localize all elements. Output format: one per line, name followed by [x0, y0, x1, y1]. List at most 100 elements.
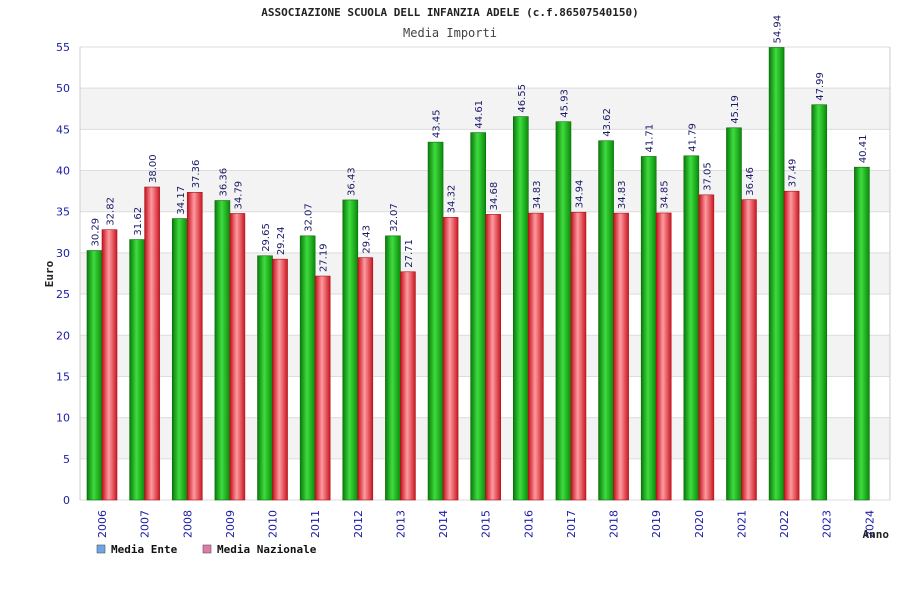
x-tick-label: 2020	[693, 510, 706, 538]
legend: Media Ente Media Nazionale	[96, 543, 317, 556]
x-axis-ticks: 2006 2007 2008 2009 2010 2011 2012 2013 2014 2015…	[96, 510, 876, 538]
bar-value-label: 36.36	[218, 168, 229, 197]
x-tick-label: 2023	[821, 510, 834, 538]
x-tick-label: 2016	[522, 510, 535, 538]
bar-value-label: 36.46	[745, 167, 756, 196]
bar-value-label: 47.99	[815, 72, 826, 101]
bar-value-label: 34.94	[574, 180, 585, 209]
x-tick-label: 2021	[735, 510, 748, 538]
bar-media-ente	[598, 140, 614, 501]
bar-value-label: 32.07	[389, 203, 400, 232]
bar-media-nazionale	[613, 212, 629, 501]
bar-value-label: 34.68	[489, 182, 500, 211]
bar-value-label: 43.45	[432, 109, 443, 138]
x-axis-label: Anno	[863, 528, 890, 541]
bar-media-nazionale	[272, 258, 288, 501]
bar-media-nazionale	[144, 186, 160, 501]
bar-value-label: 41.71	[645, 124, 656, 153]
bar-media-nazionale	[442, 217, 459, 501]
y-tick-label: 10	[56, 412, 70, 425]
x-tick-label: 2010	[267, 510, 280, 538]
bar-value-label: 40.41	[858, 135, 869, 164]
bar-value-label: 34.83	[617, 180, 628, 209]
bar-media-nazionale	[698, 194, 715, 501]
bar-media-ente	[171, 218, 188, 501]
x-tick-label: 2024	[863, 510, 876, 538]
bar-value-label: 54.94	[773, 15, 784, 44]
y-axis-label: Euro	[43, 260, 56, 287]
bar-media-ente	[768, 47, 785, 501]
bar-media-ente	[640, 156, 657, 501]
bar-value-label: 45.93	[559, 89, 570, 118]
legend-swatch	[202, 544, 212, 554]
x-tick-label: 2007	[139, 510, 152, 538]
y-tick-label: 5	[63, 453, 70, 466]
y-tick-label: 55	[56, 41, 70, 54]
y-tick-label: 25	[56, 288, 70, 301]
bar-media-ente	[214, 200, 231, 501]
bar-media-ente	[811, 104, 828, 501]
y-tick-label: 30	[56, 247, 70, 260]
chart-title: ASSOCIAZIONE SCUOLA DELL INFANZIA ADELE …	[261, 6, 639, 19]
bar-media-nazionale	[528, 212, 544, 501]
bar-value-label: 37.36	[191, 160, 202, 189]
bar-media-ente	[299, 235, 316, 501]
bar-media-ente	[555, 121, 572, 501]
bar-value-label: 34.83	[532, 180, 543, 209]
bar-value-label: 29.24	[276, 227, 287, 256]
chart-subtitle: Media Importi	[403, 26, 497, 40]
x-tick-label: 2018	[608, 510, 621, 538]
legend-label: Media Ente	[111, 543, 178, 556]
bar-value-label: 36.43	[346, 167, 357, 196]
bar-media-nazionale	[400, 271, 416, 501]
bar-value-label: 37.49	[788, 159, 799, 188]
x-tick-label: 2015	[480, 510, 493, 538]
bar-value-label: 45.19	[730, 95, 741, 124]
y-tick-label: 35	[56, 206, 70, 219]
bar-media-ente	[513, 116, 529, 501]
bar-media-nazionale	[783, 190, 800, 501]
bar-media-nazionale	[655, 212, 672, 501]
y-tick-label: 0	[63, 494, 70, 507]
bar-value-label: 46.55	[517, 84, 528, 113]
bar-value-label: 34.85	[660, 180, 671, 209]
y-tick-label: 20	[56, 329, 70, 342]
x-tick-label: 2008	[181, 510, 194, 538]
value-labels-group: 30.29 32.82 31.62 38.00 34.17 37.36 36.36 34.79…	[91, 15, 869, 272]
bar-value-label: 32.07	[304, 203, 315, 232]
y-tick-label: 15	[56, 370, 70, 383]
bar-media-nazionale	[229, 213, 246, 501]
bar-media-ente	[86, 250, 103, 501]
legend-label: Media Nazionale	[217, 543, 317, 556]
bar-media-ente	[427, 141, 444, 501]
x-tick-label: 2012	[352, 510, 365, 538]
bar-media-nazionale	[357, 257, 374, 501]
bar-value-label: 38.00	[148, 154, 159, 183]
bar-value-label: 37.05	[702, 162, 713, 191]
grid-band	[80, 88, 890, 130]
bar-media-nazionale	[314, 275, 331, 501]
y-tick-label: 45	[56, 123, 70, 136]
bar-media-ente	[854, 166, 870, 501]
bar-value-label: 44.61	[474, 100, 485, 129]
x-tick-label: 2017	[565, 510, 578, 538]
bar-value-label: 34.32	[447, 185, 458, 214]
bars-group	[86, 47, 870, 501]
bar-media-nazionale	[186, 191, 203, 501]
bar-value-label: 32.82	[106, 197, 117, 226]
x-tick-label: 2013	[394, 510, 407, 538]
x-tick-label: 2022	[778, 510, 791, 538]
bar-value-label: 27.19	[319, 243, 330, 272]
bar-value-label: 30.29	[91, 218, 102, 247]
bar-value-label: 29.43	[361, 225, 372, 254]
bar-value-label: 31.62	[133, 207, 144, 236]
bar-media-ente	[470, 132, 486, 501]
bar-media-ente	[683, 155, 700, 501]
bar-media-ente	[726, 127, 742, 501]
y-axis-ticks: 0 5 10 15 20 25 30 35 40 45 50 55	[56, 41, 70, 507]
bar-media-ente	[342, 199, 359, 501]
bar-media-nazionale	[570, 211, 587, 501]
bar-media-nazionale	[741, 199, 757, 501]
bar-media-ente	[257, 255, 273, 501]
